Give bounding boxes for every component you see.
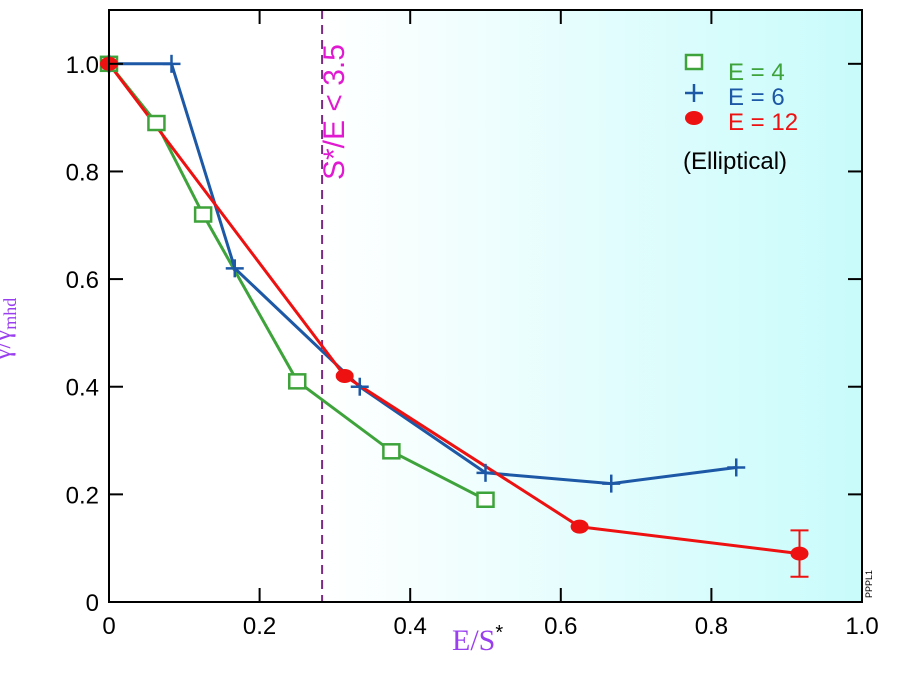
data-point-square xyxy=(193,206,213,223)
axis-ticks: 0 0.2 0.4 0.6 0.8 1.0 0 0.2 0.4 0.6 0.8 1.0 xyxy=(66,10,879,640)
y-tick-label: 0 xyxy=(86,590,99,617)
x-tick-label: 0.8 xyxy=(695,613,728,640)
x-axis-label-main: E/S xyxy=(452,624,496,657)
data-point-square xyxy=(147,114,166,132)
y-tick-label: 0.4 xyxy=(66,375,99,402)
x-axis-label: E/S* xyxy=(452,622,503,658)
threshold-annotation: S*/E < 3.5 xyxy=(318,44,351,180)
legend-note: (Elliptical) xyxy=(683,148,787,175)
data-point-circle xyxy=(685,111,703,125)
x-tick-label: 0.6 xyxy=(544,613,577,640)
data-point-circle xyxy=(335,368,354,383)
markers-group xyxy=(99,54,809,578)
data-point-square xyxy=(382,443,401,460)
y-axis-label-sub: mhd xyxy=(0,297,21,330)
y-tick-label: 0.6 xyxy=(66,267,99,294)
x-tick-label: 0 xyxy=(102,613,115,640)
data-point-square xyxy=(288,373,307,390)
plot-frame xyxy=(108,9,863,603)
data-point-circle xyxy=(570,519,589,534)
legend-label: E = 12 xyxy=(728,109,798,136)
x-tick-label: 1.0 xyxy=(845,613,878,640)
shaded-region xyxy=(322,10,862,602)
y-tick-label: 0.8 xyxy=(66,159,99,186)
series-line xyxy=(109,62,800,556)
x-axis-label-star: * xyxy=(495,622,504,644)
x-tick-label: 0.2 xyxy=(243,613,276,640)
x-tick-label: 0.4 xyxy=(394,613,427,640)
legend-label: E = 4 xyxy=(728,59,785,86)
data-point-circle xyxy=(790,546,809,561)
y-axis-label-main: γ/γ xyxy=(0,329,16,360)
legend: E = 4E = 6E = 12 (Elliptical) xyxy=(683,53,798,175)
data-point-square xyxy=(476,491,495,508)
legend-label: E = 6 xyxy=(728,84,785,111)
y-axis-label: γ/γmhd xyxy=(0,298,57,360)
data-point-square xyxy=(684,53,704,71)
y-tick-label: 0.2 xyxy=(66,482,99,509)
watermark-text: PPPL1 xyxy=(864,569,874,598)
series-line xyxy=(109,62,487,502)
y-tick-label: 1.0 xyxy=(66,52,99,79)
